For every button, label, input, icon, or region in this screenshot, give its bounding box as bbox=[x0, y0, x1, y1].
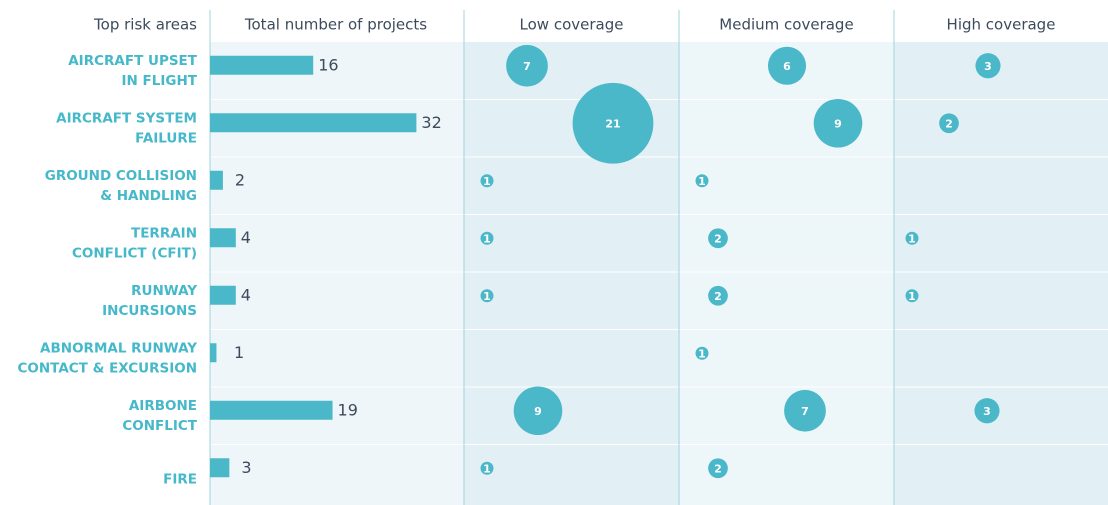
column-header: High coverage bbox=[947, 16, 1056, 34]
bubble bbox=[708, 458, 728, 479]
bar-value: 16 bbox=[318, 55, 338, 74]
bubble bbox=[480, 231, 494, 245]
bar bbox=[210, 285, 236, 305]
bubble bbox=[480, 461, 494, 475]
bubble bbox=[708, 228, 728, 249]
bubble-label: 7 bbox=[801, 405, 809, 418]
category-label: IN FLIGHT bbox=[122, 73, 198, 89]
bubble-label: 21 bbox=[605, 117, 620, 130]
bar-value: 4 bbox=[241, 285, 251, 304]
bubble-label: 1 bbox=[908, 232, 916, 245]
bar-value: 2 bbox=[235, 170, 245, 189]
bubble bbox=[480, 174, 494, 188]
category-label: GROUND COLLISION bbox=[45, 168, 197, 184]
bubble-label: 9 bbox=[534, 405, 542, 418]
bar bbox=[210, 400, 333, 420]
bubble bbox=[572, 82, 654, 164]
bubble bbox=[480, 289, 494, 303]
bubble bbox=[975, 53, 1001, 79]
bar-value: 3 bbox=[241, 458, 251, 477]
bubble-label: 2 bbox=[945, 117, 953, 130]
bubble-label: 2 bbox=[714, 232, 722, 245]
column-background bbox=[679, 42, 894, 505]
category-label: AIRCRAFT SYSTEM bbox=[56, 110, 197, 126]
category-label: & HANDLING bbox=[100, 188, 197, 204]
bar-value: 32 bbox=[421, 113, 441, 132]
bubble bbox=[905, 289, 919, 303]
column-header: Low coverage bbox=[520, 16, 624, 34]
bar bbox=[210, 458, 230, 478]
bubble-label: 7 bbox=[523, 60, 531, 73]
bubble-label: 1 bbox=[698, 175, 706, 188]
category-label: RUNWAY bbox=[131, 283, 197, 299]
bar-value: 19 bbox=[338, 400, 358, 419]
category-label: ABNORMAL RUNWAY bbox=[40, 340, 197, 356]
bubble bbox=[939, 113, 959, 134]
bubble-label: 1 bbox=[483, 232, 491, 245]
bubble-label: 1 bbox=[483, 462, 491, 475]
bubble bbox=[695, 174, 709, 188]
bubble bbox=[506, 44, 548, 87]
bubble-label: 1 bbox=[483, 290, 491, 303]
bubble bbox=[813, 98, 863, 148]
bubble bbox=[905, 231, 919, 245]
bar bbox=[210, 55, 314, 75]
category-label: CONTACT & EXCURSION bbox=[17, 360, 197, 376]
category-label: AIRBONE bbox=[129, 398, 197, 414]
bubble bbox=[708, 285, 728, 306]
column-header: Medium coverage bbox=[719, 16, 853, 34]
bubble-label: 2 bbox=[714, 290, 722, 303]
bubble bbox=[513, 386, 563, 436]
bubble-label: 6 bbox=[783, 60, 791, 73]
column-header: Total number of projects bbox=[244, 16, 427, 34]
bubble bbox=[784, 389, 826, 432]
category-label: AIRCRAFT UPSET bbox=[68, 53, 198, 69]
bubble-label: 1 bbox=[908, 290, 916, 303]
category-label: TERRAIN bbox=[131, 225, 197, 241]
category-label: FIRE bbox=[163, 471, 197, 487]
bar bbox=[210, 343, 217, 363]
bar bbox=[210, 170, 223, 190]
bubble-label: 1 bbox=[698, 347, 706, 360]
category-label: CONFLICT (CFIT) bbox=[72, 245, 197, 261]
bar-value: 1 bbox=[234, 343, 244, 362]
column-header: Top risk areas bbox=[93, 16, 197, 34]
bubble bbox=[974, 398, 1000, 424]
column-background bbox=[894, 42, 1108, 505]
bubble-label: 9 bbox=[834, 117, 842, 130]
bubble bbox=[695, 346, 709, 360]
category-label: CONFLICT bbox=[122, 418, 197, 434]
bubble bbox=[767, 46, 807, 85]
bar-value: 4 bbox=[241, 228, 251, 247]
bar bbox=[210, 113, 417, 133]
bubble-label: 2 bbox=[714, 462, 722, 475]
bubble-label: 3 bbox=[984, 60, 992, 73]
bubble-label: 3 bbox=[983, 405, 991, 418]
category-label: INCURSIONS bbox=[102, 303, 197, 319]
category-label: FAILURE bbox=[135, 130, 197, 146]
bubble-label: 1 bbox=[483, 175, 491, 188]
column-background bbox=[210, 42, 464, 505]
bar bbox=[210, 228, 236, 248]
